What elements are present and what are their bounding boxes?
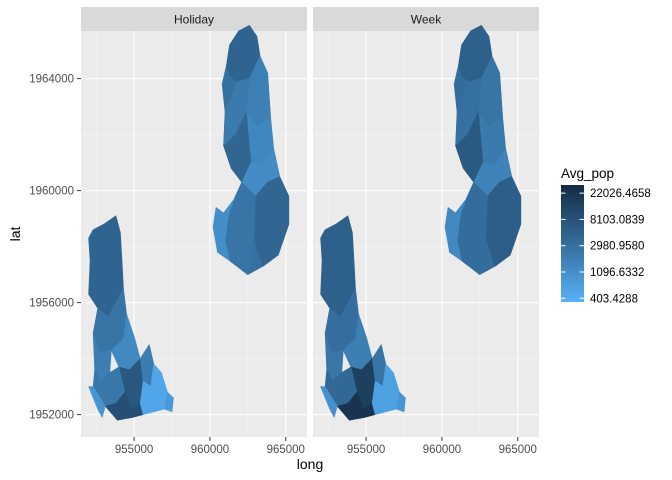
region-week-north-west-lobe [444,198,467,261]
x-axis-holiday: 955000 960000 965000 [115,437,305,456]
region-week-south-west-tip [320,386,338,418]
x-tick-label-week-2: 965000 [499,444,537,456]
legend-label-0: 22026.4658 [590,188,651,200]
region-holiday-north-west-lobe [212,198,235,261]
legend-colorbar [561,185,584,302]
legend-title: Avg_pop [561,166,614,181]
region-holiday-north-top [226,25,261,82]
y-axis-title: lat [7,227,23,242]
legend-label-1: 8103.0839 [590,214,644,226]
legend: Avg_pop 22026.4658 8103.0839 2980.9580 1096… [561,166,651,305]
x-axis-title: long [297,456,323,472]
x-axis-week: 955000 960000 965000 [347,437,537,456]
regions-holiday [88,25,290,421]
legend-breaks: 22026.4658 8103.0839 2980.9580 1096.6332 403… [561,188,651,305]
x-tick-label-holiday-0: 955000 [115,444,153,456]
panel-holiday [81,25,307,437]
legend-label-4: 403.4288 [590,293,638,305]
regions-week [320,25,522,421]
facet-label-week: Week [411,13,442,27]
y-tick-label-2: 1960000 [29,186,74,198]
region-week-north-top [458,25,493,82]
region-holiday-south-west-tip [88,386,106,418]
x-tick-label-week-0: 955000 [347,444,385,456]
x-tick-label-holiday-1: 960000 [191,444,229,456]
facet-strip-holiday [81,7,307,31]
panel-week [313,25,539,437]
facet-label-holiday: Holiday [174,13,214,27]
x-tick-label-holiday-2: 965000 [267,444,305,456]
region-holiday-south-east-bright [139,363,168,415]
facet-strip-week [313,7,539,31]
legend-label-2: 2980.9580 [590,241,644,253]
region-week-south-east-bright [371,363,400,415]
region-holiday-north-southeast [253,176,290,267]
y-tick-label-1: 1956000 [29,298,74,310]
y-tick-label-3: 1964000 [29,74,74,86]
region-week-north-southeast [485,176,522,267]
region-holiday-south-east-tip [164,391,174,413]
legend-label-3: 1096.6332 [590,267,644,279]
y-tick-label-0: 1952000 [29,410,74,422]
x-tick-label-week-1: 960000 [423,444,461,456]
region-week-south-east-tip [396,391,406,413]
y-axis: 1952000 1956000 1960000 1964000 [29,74,81,422]
